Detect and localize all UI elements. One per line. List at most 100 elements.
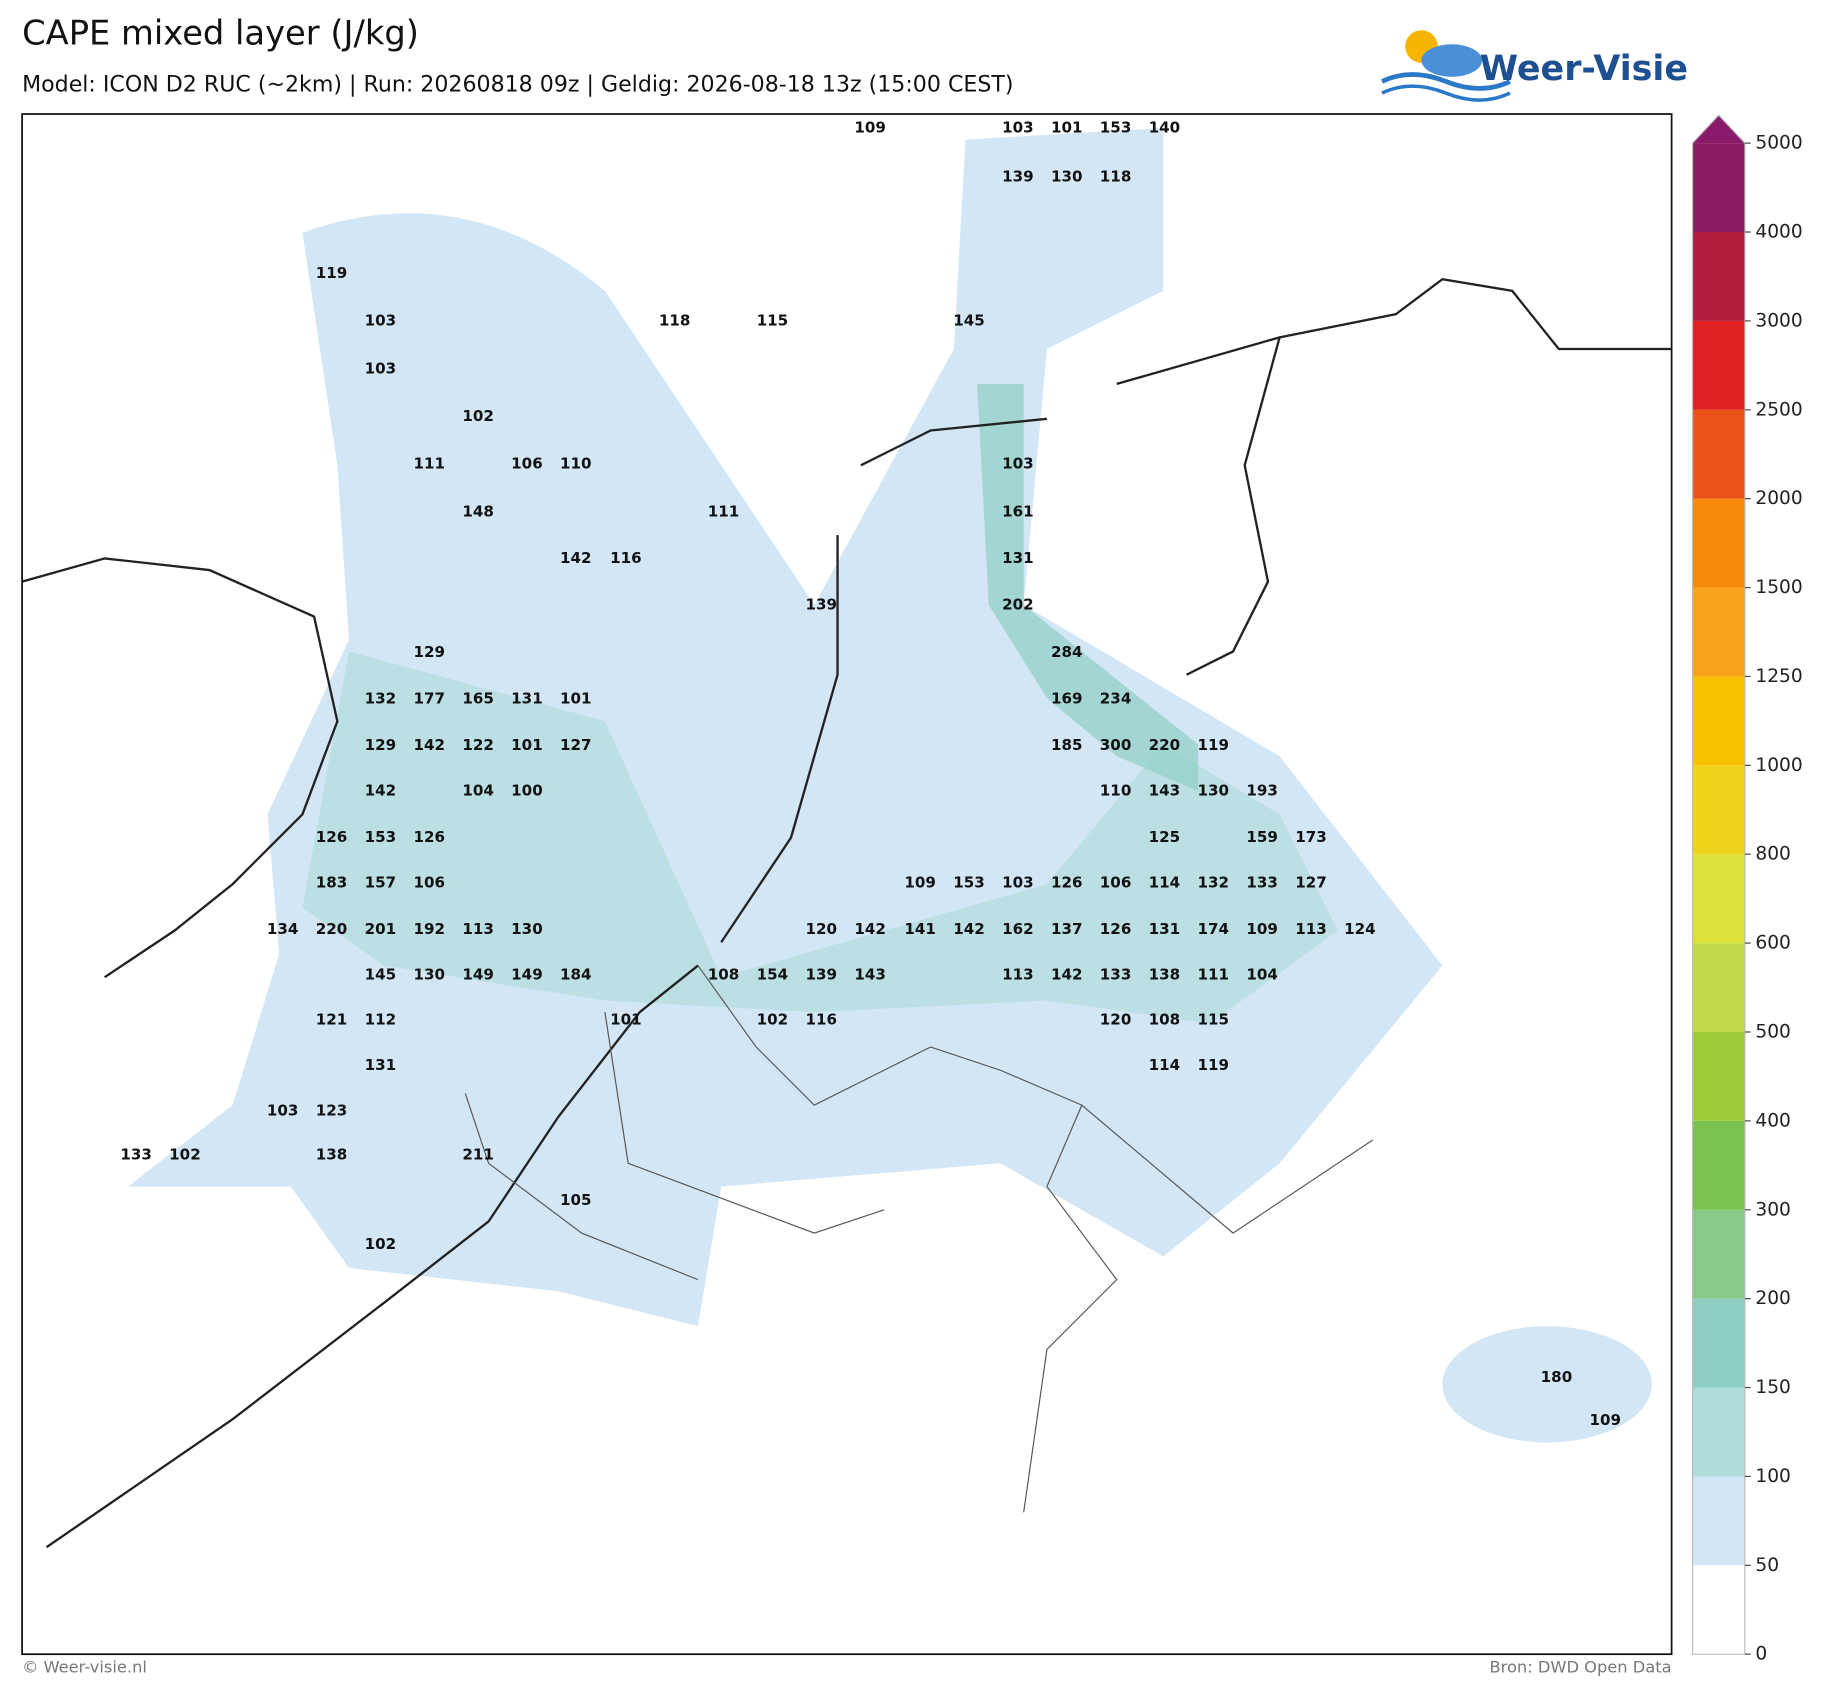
- cape-value: 142: [413, 736, 445, 754]
- cape-value: 101: [610, 1011, 642, 1029]
- cape-value: 101: [560, 690, 592, 708]
- cape-value: 220: [316, 920, 348, 938]
- cape-value: 127: [560, 736, 592, 754]
- cape-value: 139: [805, 595, 837, 613]
- colorbar-tick-label: 2500: [1755, 399, 1802, 420]
- cape-value: 142: [365, 782, 397, 800]
- cape-value: 109: [854, 119, 886, 137]
- colorbar-tick-label: 1000: [1755, 755, 1802, 776]
- colorbar-tick-label: 50: [1755, 1555, 1779, 1576]
- cape-value: 104: [462, 782, 494, 800]
- cape-value: 142: [854, 920, 886, 938]
- colorbar-tick-label: 300: [1755, 1199, 1791, 1220]
- cape-value: 118: [659, 312, 691, 330]
- cape-value: 133: [1246, 873, 1278, 891]
- cape-value: 185: [1051, 736, 1083, 754]
- cape-value: 154: [757, 965, 789, 983]
- cape-value: 180: [1541, 1368, 1573, 1386]
- cape-value: 142: [953, 920, 985, 938]
- cape-value: 127: [1295, 873, 1327, 891]
- colorbar-segment: [1692, 320, 1745, 410]
- cape-value: 119: [1198, 1056, 1230, 1074]
- cape-value: 139: [805, 965, 837, 983]
- cape-value: 113: [1002, 965, 1034, 983]
- colorbar-tick-label: 5000: [1755, 133, 1802, 154]
- title: CAPE mixed layer (J/kg): [22, 13, 419, 52]
- cape-value: 142: [560, 549, 592, 567]
- cape-value: 108: [1149, 1011, 1181, 1029]
- cape-value: 130: [511, 920, 543, 938]
- colorbar-segment: [1692, 409, 1745, 499]
- colorbar-segment: [1692, 854, 1745, 944]
- cape-value: 143: [1149, 782, 1181, 800]
- cape-value: 193: [1246, 782, 1278, 800]
- cape-value: 111: [413, 455, 445, 473]
- cape-value: 174: [1198, 920, 1230, 938]
- cape-value: 148: [462, 502, 494, 520]
- colorbar-tick-label: 1250: [1755, 666, 1802, 687]
- colorbar-segment: [1692, 232, 1745, 321]
- cape-value: 142: [1051, 965, 1083, 983]
- cape-value: 133: [1100, 965, 1132, 983]
- cape-value: 104: [1246, 965, 1278, 983]
- cape-value: 161: [1002, 502, 1034, 520]
- colorbar-tick-label: 3000: [1755, 310, 1802, 331]
- cape-value: 153: [1100, 119, 1132, 137]
- cape-value: 121: [316, 1011, 348, 1029]
- colorbar-frame: [1691, 114, 1746, 1655]
- cape-value: 103: [1002, 119, 1034, 137]
- cape-value: 131: [1149, 920, 1181, 938]
- cape-value: 140: [1149, 119, 1181, 137]
- colorbar-tick-label: 400: [1755, 1110, 1791, 1131]
- colorbar-segment: [1692, 1031, 1745, 1121]
- cape-value: 114: [1149, 1056, 1181, 1074]
- point-labels: 109 103 101 153 140 139 130 118 119 103 118 115 145 1…: [120, 119, 1621, 1429]
- cape-value: 106: [1100, 873, 1132, 891]
- cape-value: 159: [1246, 828, 1278, 846]
- cape-value: 192: [413, 920, 445, 938]
- cape-value: 124: [1344, 920, 1376, 938]
- colorbar-segment: [1692, 498, 1745, 588]
- cape-value: 119: [1198, 736, 1230, 754]
- colorbar-segment: [1692, 1209, 1745, 1299]
- cape-value: 130: [1051, 167, 1083, 185]
- map-area: [21, 113, 1673, 1656]
- cape-value: 112: [365, 1011, 397, 1029]
- cape-value: 131: [1002, 549, 1034, 567]
- cape-value: 109: [1246, 920, 1278, 938]
- cape-value: 102: [365, 1235, 397, 1253]
- colorbar-segment: [1692, 143, 1745, 233]
- cape-value: 125: [1149, 828, 1181, 846]
- colorbar-tick-label: 500: [1755, 1021, 1791, 1042]
- colorbar-segment: [1692, 765, 1745, 855]
- cape-value: 145: [953, 312, 985, 330]
- cape-value: 116: [610, 549, 642, 567]
- cape-value: 115: [757, 312, 789, 330]
- cape-value: 111: [708, 502, 740, 520]
- colorbar: 0 50 100 150 200 300 400 500 600 800 1000 1250 1500 2…: [1691, 114, 1803, 1665]
- cape-value: 173: [1295, 828, 1327, 846]
- cape-value: 184: [560, 965, 592, 983]
- cape-value: 102: [757, 1011, 789, 1029]
- cape-value: 139: [1002, 167, 1034, 185]
- colorbar-tick-label: 600: [1755, 933, 1791, 954]
- cape-value: 120: [1100, 1011, 1132, 1029]
- colorbar-tick-label: 1500: [1755, 577, 1802, 598]
- cape-value: 109: [904, 873, 936, 891]
- cape-value: 157: [365, 873, 397, 891]
- cape-value: 130: [1198, 782, 1230, 800]
- colorbar-tick-label: 4000: [1755, 222, 1802, 243]
- cape-value: 131: [511, 690, 543, 708]
- colorbar-tick-label: 100: [1755, 1466, 1791, 1487]
- cape-value: 108: [708, 965, 740, 983]
- cape-value: 116: [805, 1011, 837, 1029]
- cape-value: 129: [413, 643, 445, 661]
- cape-value: 102: [462, 407, 494, 425]
- footer-right: Bron: DWD Open Data: [1489, 1658, 1671, 1677]
- colorbar-tick-label: 150: [1755, 1377, 1791, 1398]
- colorbar-segment: [1692, 676, 1745, 766]
- colorbar-tick-label: 0: [1755, 1644, 1767, 1665]
- cape-value: 211: [462, 1146, 494, 1164]
- cape-value: 109: [1590, 1411, 1622, 1429]
